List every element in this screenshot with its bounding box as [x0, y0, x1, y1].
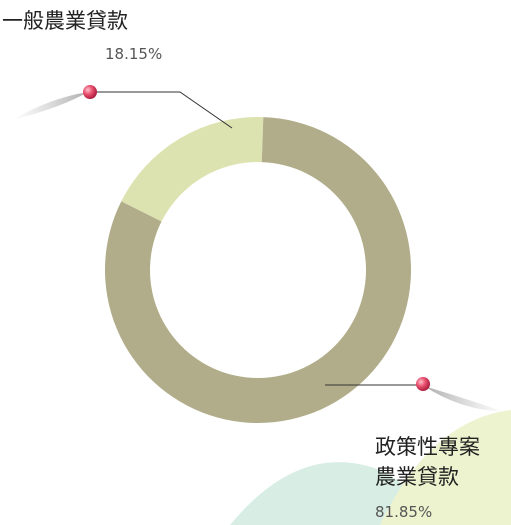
donut — [105, 116, 412, 423]
background-blob — [230, 462, 430, 525]
background-blob — [380, 410, 511, 525]
slice-value: 18.15% — [105, 45, 163, 63]
ball-shadow — [12, 92, 88, 120]
slice — [105, 117, 412, 423]
ball-shadow — [424, 386, 505, 412]
marker-ball — [83, 85, 97, 99]
slice-label: 政策性專案農業貸款 — [375, 435, 480, 489]
slice-label: 一般農業貸款 — [2, 9, 128, 33]
slice-value: 81.85% — [375, 503, 433, 521]
leader-line — [90, 91, 233, 129]
marker-ball — [416, 377, 430, 391]
slice — [121, 116, 264, 222]
